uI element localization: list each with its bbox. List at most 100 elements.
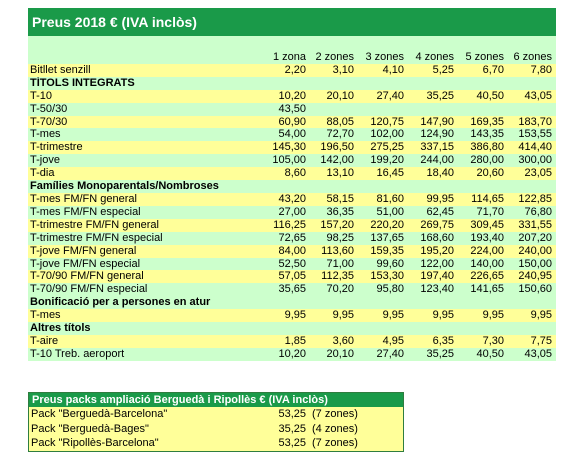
price-cell: 244,00 (408, 154, 458, 168)
table-row: T-trimestre 145,30 196,50 275,25 337,15 386,8… (28, 141, 556, 155)
zone-header: 1 zona (262, 51, 310, 64)
price-cell: 35,25 (408, 347, 458, 361)
ticket-name: T-mes FM/FN especial (28, 205, 262, 219)
price-cell: 168,60 (408, 231, 458, 245)
table-row: T-mes 9,95 9,95 9,95 9,95 9,95 9,95 (28, 309, 556, 323)
table-row: Bitllet senzill 2,20 3,10 4,10 5,25 6,70 7,80 (28, 63, 556, 77)
spacer-row (28, 36, 556, 51)
price-cell: 51,00 (358, 205, 408, 219)
price-cell: 9,95 (358, 309, 408, 323)
ticket-name: Bitllet senzill (28, 63, 262, 77)
price-cell: 207,20 (508, 231, 556, 245)
price-cell: 40,50 (458, 89, 508, 103)
price-cell: 6,35 (408, 334, 458, 348)
price-cell: 102,00 (358, 128, 408, 142)
pack-price: 53,25 (258, 436, 310, 451)
sheet-title: Preus 2018 € (IVA inclòs) (28, 8, 556, 36)
price-cell: 196,50 (310, 141, 358, 155)
price-cell: 300,00 (508, 154, 556, 168)
ticket-name: T-trimestre FM/FN especial (28, 231, 262, 245)
price-cell: 43,05 (508, 347, 556, 361)
price-cell: 9,95 (310, 309, 358, 323)
price-cell: 105,00 (262, 154, 310, 168)
table-row: T-dia 8,60 13,10 16,45 18,40 20,60 23,05 (28, 167, 556, 181)
ticket-name: T-70/90 FM/FN general (28, 270, 262, 284)
zone-header: 5 zones (458, 51, 508, 64)
table-row: T-50/30 43,50 (28, 102, 556, 116)
ticket-name: T-jove FM/FN especial (28, 257, 262, 271)
section-header-row: Famílies Monoparentals/Nombroses (28, 180, 556, 193)
price-cell: 81,60 (358, 192, 408, 206)
price-cell: 3,10 (310, 63, 358, 77)
price-cell (458, 102, 508, 116)
price-sheet: Preus 2018 € (IVA inclòs) 1 zona 2 zones… (28, 8, 556, 361)
packs-table-grid: Pack "Berguedà-Barcelona" 53,25 (7 zones) P… (29, 407, 403, 451)
price-cell: 84,00 (262, 244, 310, 258)
price-cell: 331,55 (508, 218, 556, 232)
price-cell: 193,40 (458, 231, 508, 245)
price-cell: 113,60 (310, 244, 358, 258)
price-cell: 16,45 (358, 167, 408, 181)
price-cell: 27,00 (262, 205, 310, 219)
price-cell: 153,30 (358, 270, 408, 284)
price-cell: 18,40 (408, 167, 458, 181)
pack-name: Pack "Ripollès-Barcelona" (29, 436, 258, 451)
pack-row: Pack "Ripollès-Barcelona" 53,25 (7 zones) (29, 436, 403, 451)
price-cell: 9,95 (408, 309, 458, 323)
price-cell: 10,20 (262, 347, 310, 361)
table-row: T-70/90 FM/FN general 57,05 112,35 153,30 19… (28, 270, 556, 284)
ticket-name: T-jove (28, 154, 262, 168)
table-row: T-aire 1,85 3,60 4,95 6,35 7,30 7,75 (28, 334, 556, 348)
price-cell: 116,25 (262, 218, 310, 232)
price-cell: 23,05 (508, 167, 556, 181)
price-cell: 114,65 (458, 192, 508, 206)
price-cell: 35,25 (408, 89, 458, 103)
price-cell: 7,75 (508, 334, 556, 348)
price-cell: 199,20 (358, 154, 408, 168)
price-cell: 6,70 (458, 63, 508, 77)
section-title: Famílies Monoparentals/Nombroses (28, 180, 556, 193)
table-row: T-70/90 FM/FN especial 35,65 70,20 95,80 123… (28, 283, 556, 297)
price-cell: 309,45 (458, 218, 508, 232)
price-cell: 57,05 (262, 270, 310, 284)
table-row: T-trimestre FM/FN especial 72,65 98,25 137,… (28, 231, 556, 245)
price-cell: 142,00 (310, 154, 358, 168)
price-cell: 9,95 (508, 309, 556, 323)
price-cell: 124,90 (408, 128, 458, 142)
price-cell: 88,05 (310, 115, 358, 129)
price-cell: 99,95 (408, 192, 458, 206)
price-cell: 43,20 (262, 192, 310, 206)
price-cell: 122,00 (408, 257, 458, 271)
price-cell: 195,20 (408, 244, 458, 258)
price-cell: 169,35 (458, 115, 508, 129)
price-cell: 123,40 (408, 283, 458, 297)
ticket-name: T-10 (28, 89, 262, 103)
ticket-name: T-70/90 FM/FN especial (28, 283, 262, 297)
packs-table-body: Pack "Berguedà-Barcelona" 53,25 (7 zones) P… (29, 407, 403, 451)
table-row: T-jove FM/FN general 84,00 113,60 159,35 195… (28, 244, 556, 258)
price-cell: 9,95 (262, 309, 310, 323)
section-title: Bonificació per a persones en atur (28, 296, 556, 310)
price-cell: 36,35 (310, 205, 358, 219)
ticket-name: T-aire (28, 334, 262, 348)
price-cell: 20,10 (310, 89, 358, 103)
price-cell: 52,50 (262, 257, 310, 271)
price-cell: 2,20 (262, 63, 310, 77)
table-row: T-mes FM/FN general 43,20 58,15 81,60 99,95 1… (28, 192, 556, 206)
price-cell: 197,40 (408, 270, 458, 284)
price-cell: 147,90 (408, 115, 458, 129)
ticket-name: T-trimestre FM/FN general (28, 218, 262, 232)
section-header-row: Bonificació per a persones en atur (28, 296, 556, 310)
price-cell: 280,00 (458, 154, 508, 168)
price-cell: 72,70 (310, 128, 358, 142)
price-cell: 183,70 (508, 115, 556, 129)
pack-price: 53,25 (258, 407, 310, 422)
price-cell (508, 102, 556, 116)
price-cell: 60,90 (262, 115, 310, 129)
price-cell: 226,65 (458, 270, 508, 284)
price-cell: 122,85 (508, 192, 556, 206)
price-cell: 5,25 (408, 63, 458, 77)
ticket-name: T-50/30 (28, 102, 262, 116)
price-table-body: 1 zona 2 zones 3 zones 4 zones 5 zones 6… (28, 51, 556, 361)
price-cell: 386,80 (458, 141, 508, 155)
